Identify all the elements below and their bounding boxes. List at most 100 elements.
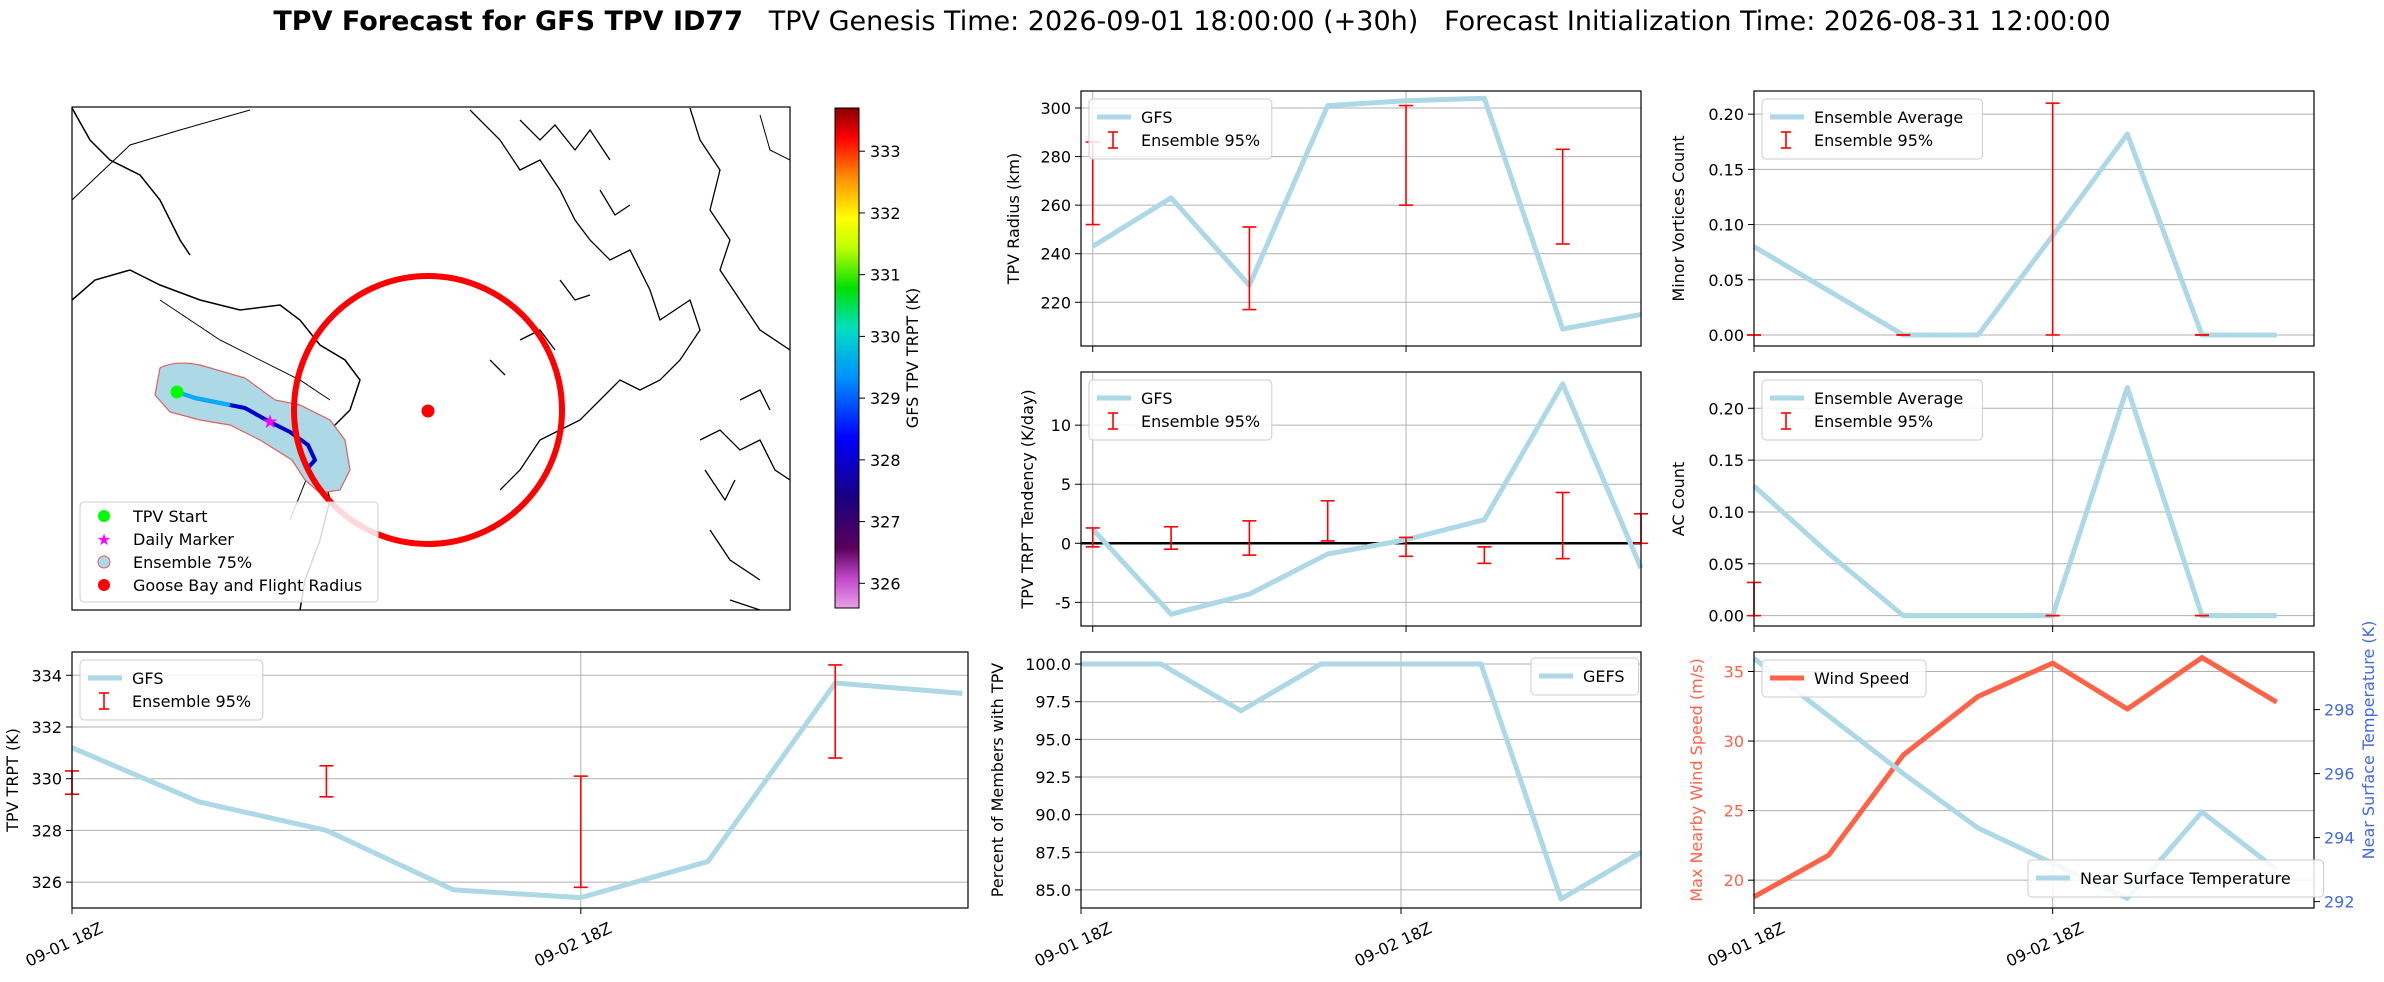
figure-title: TPV Forecast for GFS TPV ID77 TPV Genesi… xyxy=(0,6,2384,37)
minor-frame xyxy=(1753,90,2315,347)
radius-ytick-label: 220 xyxy=(1040,293,1071,312)
minor-vortices-chart: 0.00 0.05 0.10 0.15 0.20 Minor Vortices Count… xyxy=(1669,90,2315,352)
wind-legend2-label: Near Surface Temperature xyxy=(2080,869,2291,888)
ac-ytick-label: 0.05 xyxy=(1708,555,1744,574)
flight-radius-circle xyxy=(291,273,565,547)
colorbar-tick-label: 333 xyxy=(870,142,901,161)
title-genesis: TPV Genesis Time: 2026-09-01 18:00:00 (+… xyxy=(768,6,1419,37)
radius-series-line-0 xyxy=(1091,95,1642,332)
trpt-xtick-label: 09-02 18Z xyxy=(531,918,614,970)
tendency-legend-label: Ensemble 95% xyxy=(1141,412,1260,431)
percent-legend-label: GEFS xyxy=(1583,667,1625,686)
legend-daily-icon: ★ xyxy=(97,530,111,549)
minor-legend-box xyxy=(1761,98,1983,160)
radius-ytick-label: 240 xyxy=(1040,245,1071,264)
map-panel: ★ TPV Start ★ Daily Marker Ensemble 75% … xyxy=(71,106,922,611)
trpt-ytick-label: 330 xyxy=(31,770,62,789)
ac-legend-label: Ensemble 95% xyxy=(1814,412,1933,431)
ac-ytick-label: 0.00 xyxy=(1708,607,1744,626)
wind-legend-label: Wind Speed xyxy=(1814,669,1909,688)
coastline-europe xyxy=(699,389,790,610)
trpt-ytick-label: 332 xyxy=(31,718,62,737)
percent-ytick-label: 90.0 xyxy=(1035,806,1071,825)
percent-ytick-label: 92.5 xyxy=(1035,768,1071,787)
tendency-frame xyxy=(1080,371,1642,627)
minor-ytick-label: 0.15 xyxy=(1708,160,1744,179)
wind-ytick-label: 35 xyxy=(1724,662,1744,681)
wind-ytick-label: 25 xyxy=(1724,802,1744,821)
wind-y2tick-label: 292 xyxy=(2324,893,2355,912)
percent-ytick-label: 97.5 xyxy=(1035,693,1071,712)
colorbar-tick-label: 330 xyxy=(870,327,901,346)
ac-legend-box xyxy=(1761,379,1983,441)
colorbar-tick-label: 328 xyxy=(870,451,901,470)
wind-y2tick-label: 294 xyxy=(2324,829,2355,848)
ac-ytick-label: 0.20 xyxy=(1708,399,1744,418)
wind-xtick-label: 09-01 18Z xyxy=(1705,918,1788,970)
trpt-chart: 326 328 330 332 334 09-01 18Z 09-02 18Z TPV TRP… xyxy=(3,651,969,971)
minor-legend-label: Ensemble 95% xyxy=(1814,131,1933,150)
percent-members-chart: 85.0 87.5 90.0 92.5 95.0 97.5 100.0 09-01 18Z 09… xyxy=(988,651,1643,971)
map-contents: ★ xyxy=(72,107,790,610)
radius-ytick-label: 280 xyxy=(1040,148,1071,167)
legend-ensemble-label: Ensemble 75% xyxy=(133,553,252,572)
legend-goose-icon xyxy=(98,579,110,591)
legend-start-label: TPV Start xyxy=(132,507,208,526)
percent-ytick-label: 87.5 xyxy=(1035,843,1071,862)
wind-series-line-1 xyxy=(1752,656,2279,901)
trpt-ytick-label: 326 xyxy=(31,873,62,892)
map-legend-box xyxy=(79,501,379,603)
radius-y-label: TPV Radius (km) xyxy=(1004,153,1023,286)
tpv-start-marker xyxy=(170,385,184,399)
radius-legend-label: GFS xyxy=(1141,108,1172,127)
daily-marker-star: ★ xyxy=(261,411,278,433)
tendency-series-line-0 xyxy=(1090,381,1644,617)
percent-y-label: Percent of Members with TPV xyxy=(988,663,1007,897)
colorbar-tick-label: 331 xyxy=(870,266,901,285)
goose-bay-marker xyxy=(421,404,435,418)
coastline-arctic-islands xyxy=(469,109,701,491)
minor-legend-label: Ensemble Average xyxy=(1814,108,1963,127)
trpt-series-line-0 xyxy=(71,680,963,901)
radius-chart: 220 240 260 280 300 TPV Radius (km) GFS Ensembl… xyxy=(1004,90,1642,352)
trpt-xtick-label: 09-01 18Z xyxy=(23,918,106,970)
legend-goose-label: Goose Bay and Flight Radius xyxy=(133,576,362,595)
colorbar-ticks: 326 327 328 329 330 331 332 333 xyxy=(859,142,901,593)
ac-legend-label: Ensemble Average xyxy=(1814,389,1963,408)
colorbar: 326 327 328 329 330 331 332 333 GFS TPV TRPT (K… xyxy=(834,107,922,609)
trpt-ytick-label: 334 xyxy=(31,666,62,685)
wind-xtick-label: 09-02 18Z xyxy=(2003,918,2086,970)
wind-frame xyxy=(1753,651,2315,909)
tendency-legend-box xyxy=(1088,379,1273,441)
legend-start-icon xyxy=(98,510,110,522)
percent-ytick-label: 85.0 xyxy=(1035,881,1071,900)
colorbar-tick-label: 329 xyxy=(870,389,901,408)
minor-series-line-0 xyxy=(1752,131,2277,338)
legend-ensemble-icon xyxy=(97,555,111,569)
wind-ytick-label: 30 xyxy=(1724,732,1744,751)
colorbar-tick-label: 332 xyxy=(870,204,901,223)
radius-legend-box xyxy=(1088,98,1273,160)
trpt-y-label: TPV TRPT (K) xyxy=(3,728,22,833)
trpt-legend-label: Ensemble 95% xyxy=(132,692,251,711)
colorbar-gradient xyxy=(834,107,860,609)
percent-ytick-label: 95.0 xyxy=(1035,730,1071,749)
ac-y-label: AC Count xyxy=(1669,462,1688,536)
ac-ytick-label: 0.10 xyxy=(1708,503,1744,522)
tendency-ytick-label: 10 xyxy=(1051,416,1071,435)
radius-ytick-label: 260 xyxy=(1040,196,1071,215)
trpt-legend-label: GFS xyxy=(132,669,163,688)
ac-frame xyxy=(1753,371,2315,627)
wind-series-line-0 xyxy=(1752,655,2278,900)
legend-daily-label: Daily Marker xyxy=(133,530,234,549)
wind-legend-box xyxy=(1761,659,1927,698)
percent-series-line-0 xyxy=(1081,661,1643,902)
title-main: TPV Forecast for GFS TPV ID77 xyxy=(273,6,743,37)
tendency-ytick-label: 0 xyxy=(1061,534,1071,553)
country-borders xyxy=(72,109,790,521)
radius-ytick-label: 300 xyxy=(1040,99,1071,118)
minor-ytick-label: 0.20 xyxy=(1708,105,1744,124)
map-legend: TPV Start ★ Daily Marker Ensemble 75% Go… xyxy=(79,501,379,603)
